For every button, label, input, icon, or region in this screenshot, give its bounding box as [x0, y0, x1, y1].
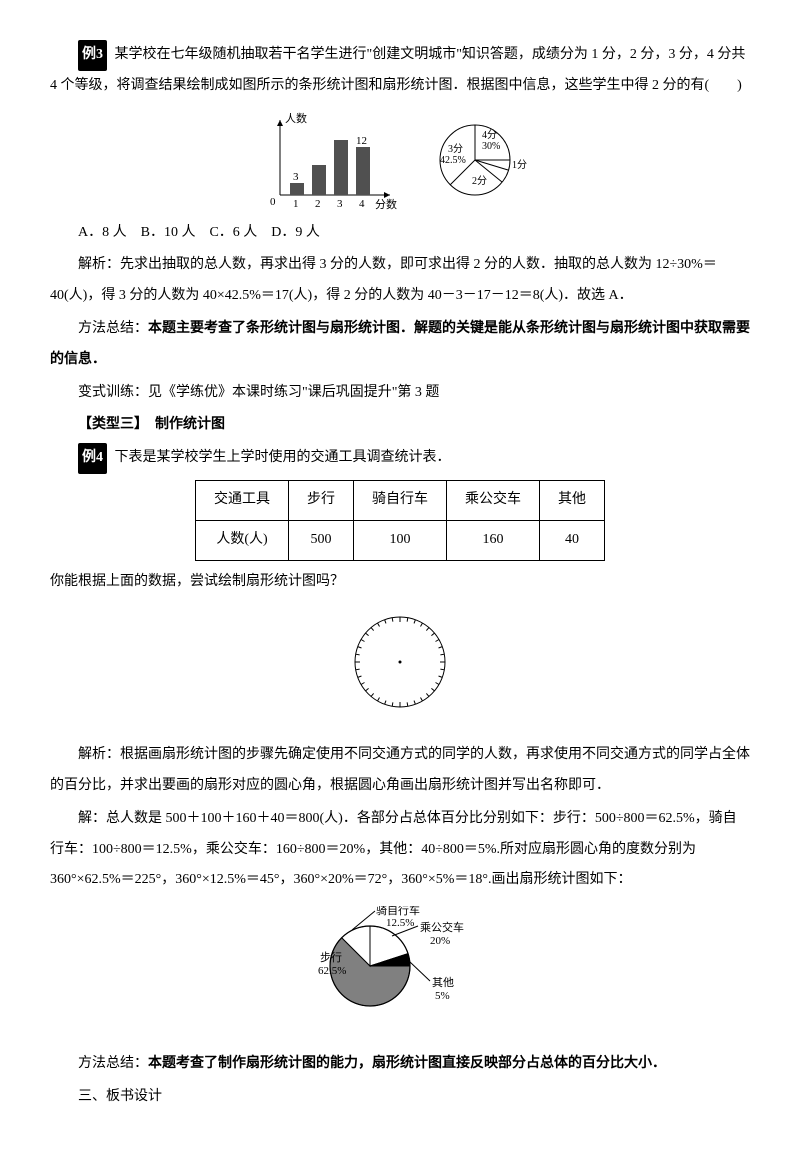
ex4-solution: 解：总人数是 500＋100＋160＋40＝800(人)．各部分占总体百分比分别…	[50, 804, 750, 896]
blank-circle	[50, 607, 750, 730]
svg-text:4分: 4分	[482, 129, 497, 141]
summary-prefix-4: 方法总结：	[78, 1056, 148, 1071]
section3: 三、板书设计	[50, 1082, 750, 1113]
tick-circle-icon	[345, 607, 455, 717]
svg-text:12: 12	[356, 135, 367, 147]
ex4-label: 例4	[78, 443, 107, 474]
svg-text:步行: 步行	[320, 951, 342, 964]
ex4-summary: 方法总结：本题考查了制作扇形统计图的能力，扇形统计图直接反映部分占总体的百分比大…	[50, 1049, 750, 1080]
svg-text:20%: 20%	[430, 935, 450, 947]
svg-text:3分: 3分	[448, 143, 463, 155]
summary-prefix: 方法总结：	[78, 321, 148, 336]
row-label: 人数(人)	[196, 520, 289, 560]
summary-text-4: 本题考查了制作扇形统计图的能力，扇形统计图直接反映部分占总体的百分比大小．	[148, 1056, 666, 1071]
th-3: 乘公交车	[447, 480, 540, 520]
type3-heading: 【类型三】 制作统计图	[50, 410, 750, 441]
svg-text:骑自行车: 骑自行车	[376, 906, 420, 917]
th-1: 步行	[289, 480, 354, 520]
svg-text:42.5%: 42.5%	[440, 155, 466, 166]
result-pie: 步行 62.5% 骑自行车 12.5% 乘公交车 20% 其他 5%	[50, 906, 750, 1039]
svg-text:5%: 5%	[435, 990, 450, 1002]
svg-text:其他: 其他	[432, 976, 454, 989]
svg-text:12.5%: 12.5%	[386, 917, 414, 929]
ex4-subquestion: 你能根据上面的数据，尝试绘制扇形统计图吗？	[50, 567, 750, 598]
th-4: 其他	[540, 480, 605, 520]
cell-3: 40	[540, 520, 605, 560]
svg-text:4: 4	[359, 198, 365, 210]
table-row: 人数(人) 500 100 160 40	[196, 520, 605, 560]
th-0: 交通工具	[196, 480, 289, 520]
svg-text:30%: 30%	[482, 141, 500, 152]
svg-text:人数: 人数	[285, 112, 307, 125]
summary-text: 本题主要考查了条形统计图与扇形统计图．解题的关键是能从条形统计图与扇形统计图中获…	[50, 321, 750, 367]
cell-1: 100	[354, 520, 447, 560]
ex3-summary: 方法总结：本题主要考查了条形统计图与扇形统计图．解题的关键是能从条形统计图与扇形…	[50, 314, 750, 376]
transport-table: 交通工具 步行 骑自行车 乘公交车 其他 人数(人) 500 100 160 4…	[195, 480, 605, 561]
svg-text:62.5%: 62.5%	[318, 965, 346, 977]
svg-text:1分: 1分	[512, 159, 527, 171]
ex3-text: 某学校在七年级随机抽取若干名学生进行"创建文明城市"知识答题，成绩分为 1 分，…	[50, 47, 745, 93]
ex3-question: 例3 某学校在七年级随机抽取若干名学生进行"创建文明城市"知识答题，成绩分为 1…	[50, 40, 750, 102]
svg-text:3: 3	[293, 171, 299, 183]
svg-text:乘公交车: 乘公交车	[420, 920, 464, 934]
th-2: 骑自行车	[354, 480, 447, 520]
ex3-label: 例3	[78, 40, 107, 71]
svg-text:分数: 分数	[375, 198, 397, 210]
svg-text:2分: 2分	[472, 175, 487, 187]
ex3-charts: 人数 分数 0 3 1 2 3 12 4 4分 30% 3分 42.5% 1分 …	[50, 110, 750, 210]
svg-text:0: 0	[270, 196, 276, 208]
ex3-analysis: 解析：先求出抽取的总人数，再求出得 3 分的人数，即可求出得 2 分的人数．抽取…	[50, 250, 750, 312]
pie-chart-2: 步行 62.5% 骑自行车 12.5% 乘公交车 20% 其他 5%	[290, 906, 510, 1026]
ex4-text: 下表是某学校学生上学时使用的交通工具调查统计表．	[115, 450, 451, 465]
svg-text:1: 1	[293, 198, 299, 210]
ex4-analysis: 解析：根据画扇形统计图的步骤先确定使用不同交通方式的同学的人数，再求使用不同交通…	[50, 740, 750, 802]
cell-0: 500	[289, 520, 354, 560]
ex3-variant: 变式训练：见《学练优》本课时练习"课后巩固提升"第 3 题	[50, 378, 750, 409]
ex4-question: 例4 下表是某学校学生上学时使用的交通工具调查统计表．	[50, 443, 750, 474]
table-row: 交通工具 步行 骑自行车 乘公交车 其他	[196, 480, 605, 520]
bar-chart: 人数 分数 0 3 1 2 3 12 4	[260, 110, 400, 210]
svg-text:2: 2	[315, 198, 321, 210]
cell-2: 160	[447, 520, 540, 560]
svg-text:3: 3	[337, 198, 343, 210]
ex3-options: A．8 人 B．10 人 C．6 人 D．9 人	[50, 218, 750, 249]
pie-chart-1: 4分 30% 3分 42.5% 1分 2分	[420, 110, 540, 210]
